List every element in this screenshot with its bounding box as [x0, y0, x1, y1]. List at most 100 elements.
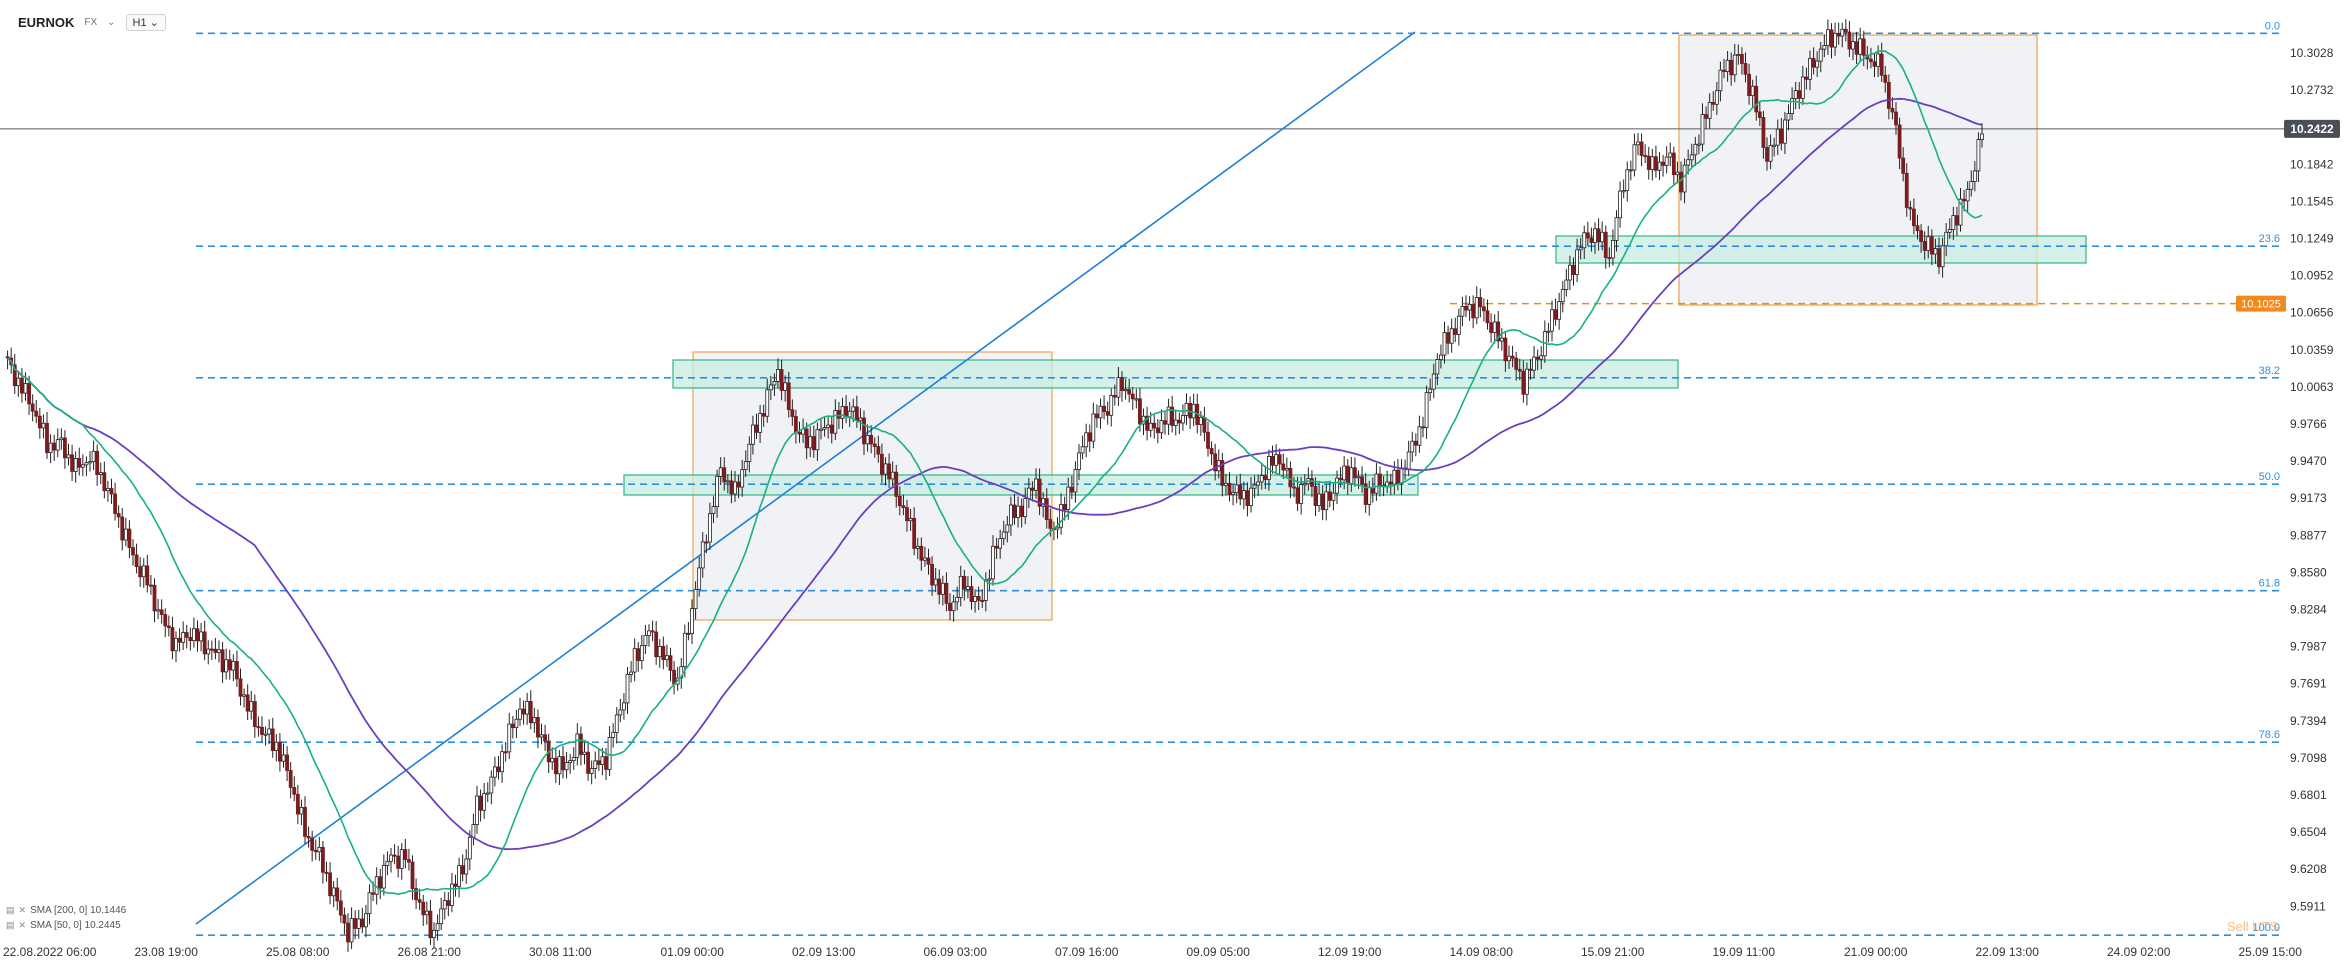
close-icon[interactable]: ✕: [18, 920, 27, 930]
candle-body: [199, 631, 203, 642]
candle-body: [313, 849, 318, 853]
y-tick-label: 10.1249: [2290, 232, 2334, 246]
candle-body: [217, 649, 221, 653]
candle-body: [1671, 152, 1676, 176]
candle-body: [317, 846, 322, 853]
candle-body: [815, 429, 820, 451]
candle-body: [346, 922, 350, 943]
candle-body: [826, 424, 831, 428]
candle-body: [1743, 63, 1748, 75]
candle-body: [625, 674, 630, 704]
candle-body: [1650, 156, 1655, 170]
candle-body: [245, 694, 250, 712]
candle-body: [80, 464, 85, 468]
y-tick-label: 9.9173: [2290, 491, 2327, 505]
candle-body: [1908, 207, 1913, 210]
candle-body: [1800, 76, 1805, 99]
candle-body: [1091, 413, 1096, 442]
candle-body: [306, 836, 311, 839]
candle-body: [1234, 484, 1239, 494]
y-tick-label: 9.9766: [2290, 417, 2327, 431]
candle-body: [1890, 107, 1895, 113]
candle-body: [73, 458, 78, 472]
candle-body: [1840, 28, 1845, 37]
candle-body: [1783, 119, 1787, 144]
candle-body: [1105, 411, 1110, 416]
candle-body: [389, 854, 393, 862]
y-tick-label: 9.7987: [2290, 640, 2327, 654]
candle-body: [1213, 453, 1218, 472]
candle-body: [840, 406, 845, 419]
candle-body: [295, 793, 300, 815]
candle-body: [1467, 303, 1472, 311]
x-tick-label: 12.09 19:00: [1318, 945, 1382, 959]
candle-body: [127, 528, 132, 548]
candle-body: [270, 728, 275, 751]
candle-body: [1732, 54, 1737, 76]
chevron-down-icon[interactable]: ⌄: [107, 17, 116, 28]
legend-item-sma50[interactable]: ▤ ✕ SMA [50, 0] 10.2445: [6, 918, 126, 933]
candle-body: [1335, 477, 1339, 494]
candle-body: [908, 517, 913, 522]
candle-body: [439, 908, 444, 925]
candle-body: [55, 439, 60, 451]
current-price-value: 10.2422: [2290, 122, 2334, 136]
candle-body: [994, 545, 999, 549]
candle-body: [202, 631, 207, 655]
legend-label: SMA [200, 0] 10.1446: [30, 905, 127, 916]
legend-item-sma200[interactable]: ▤ ✕ SMA [200, 0] 10.1446: [6, 903, 126, 918]
candle-body: [1170, 406, 1175, 426]
candle-body: [761, 413, 766, 417]
candle-body: [1786, 113, 1791, 121]
candle-body: [482, 793, 487, 811]
candle-body: [292, 787, 297, 795]
candle-body: [1331, 492, 1336, 501]
candle-body: [1123, 389, 1128, 392]
symbol-label[interactable]: EURNOK: [18, 15, 75, 30]
candle-body: [1976, 139, 1981, 172]
candle-body: [1127, 389, 1132, 395]
candle-body: [933, 578, 938, 586]
candle-body: [647, 630, 651, 636]
close-icon[interactable]: ✕: [18, 905, 27, 915]
candle-body: [1499, 337, 1504, 342]
candle-body: [421, 901, 426, 916]
candle-body: [278, 741, 282, 762]
candle-body: [1826, 29, 1830, 46]
candle-body: [1026, 487, 1031, 499]
y-tick-label: 10.3028: [2290, 46, 2334, 60]
settings-icon[interactable]: ▤: [6, 905, 15, 915]
candle-body: [77, 458, 82, 468]
candle-body: [1385, 481, 1390, 487]
candle-body: [682, 632, 687, 668]
candle-body: [718, 467, 723, 477]
candle-body: [192, 628, 196, 642]
candle-body: [1345, 465, 1350, 484]
settings-icon[interactable]: ▤: [6, 920, 15, 930]
candle-body: [790, 409, 795, 417]
candle-body: [930, 563, 934, 586]
candle-body: [693, 588, 698, 609]
candle-body: [1474, 297, 1479, 319]
candle-body: [70, 454, 74, 472]
candle-body: [1768, 144, 1773, 162]
candle-body: [321, 846, 325, 873]
candle-body: [962, 575, 967, 590]
candle-body: [1173, 419, 1178, 426]
order-price-tag: [2236, 295, 2286, 312]
candle-body: [1396, 469, 1400, 485]
candle-body: [1675, 171, 1680, 176]
candle-body: [1191, 403, 1196, 419]
candle-body: [231, 661, 236, 671]
candle-body: [30, 403, 35, 412]
y-tick-label: 9.8877: [2290, 528, 2327, 542]
fib-level-label: 0.0: [2265, 20, 2280, 32]
candle-body: [256, 726, 261, 729]
timeframe-selector[interactable]: H1 ⌄: [125, 14, 166, 31]
candle-body: [489, 776, 494, 794]
candle-body: [883, 463, 888, 475]
candle-body: [1621, 190, 1626, 193]
candle-body: [983, 579, 988, 601]
